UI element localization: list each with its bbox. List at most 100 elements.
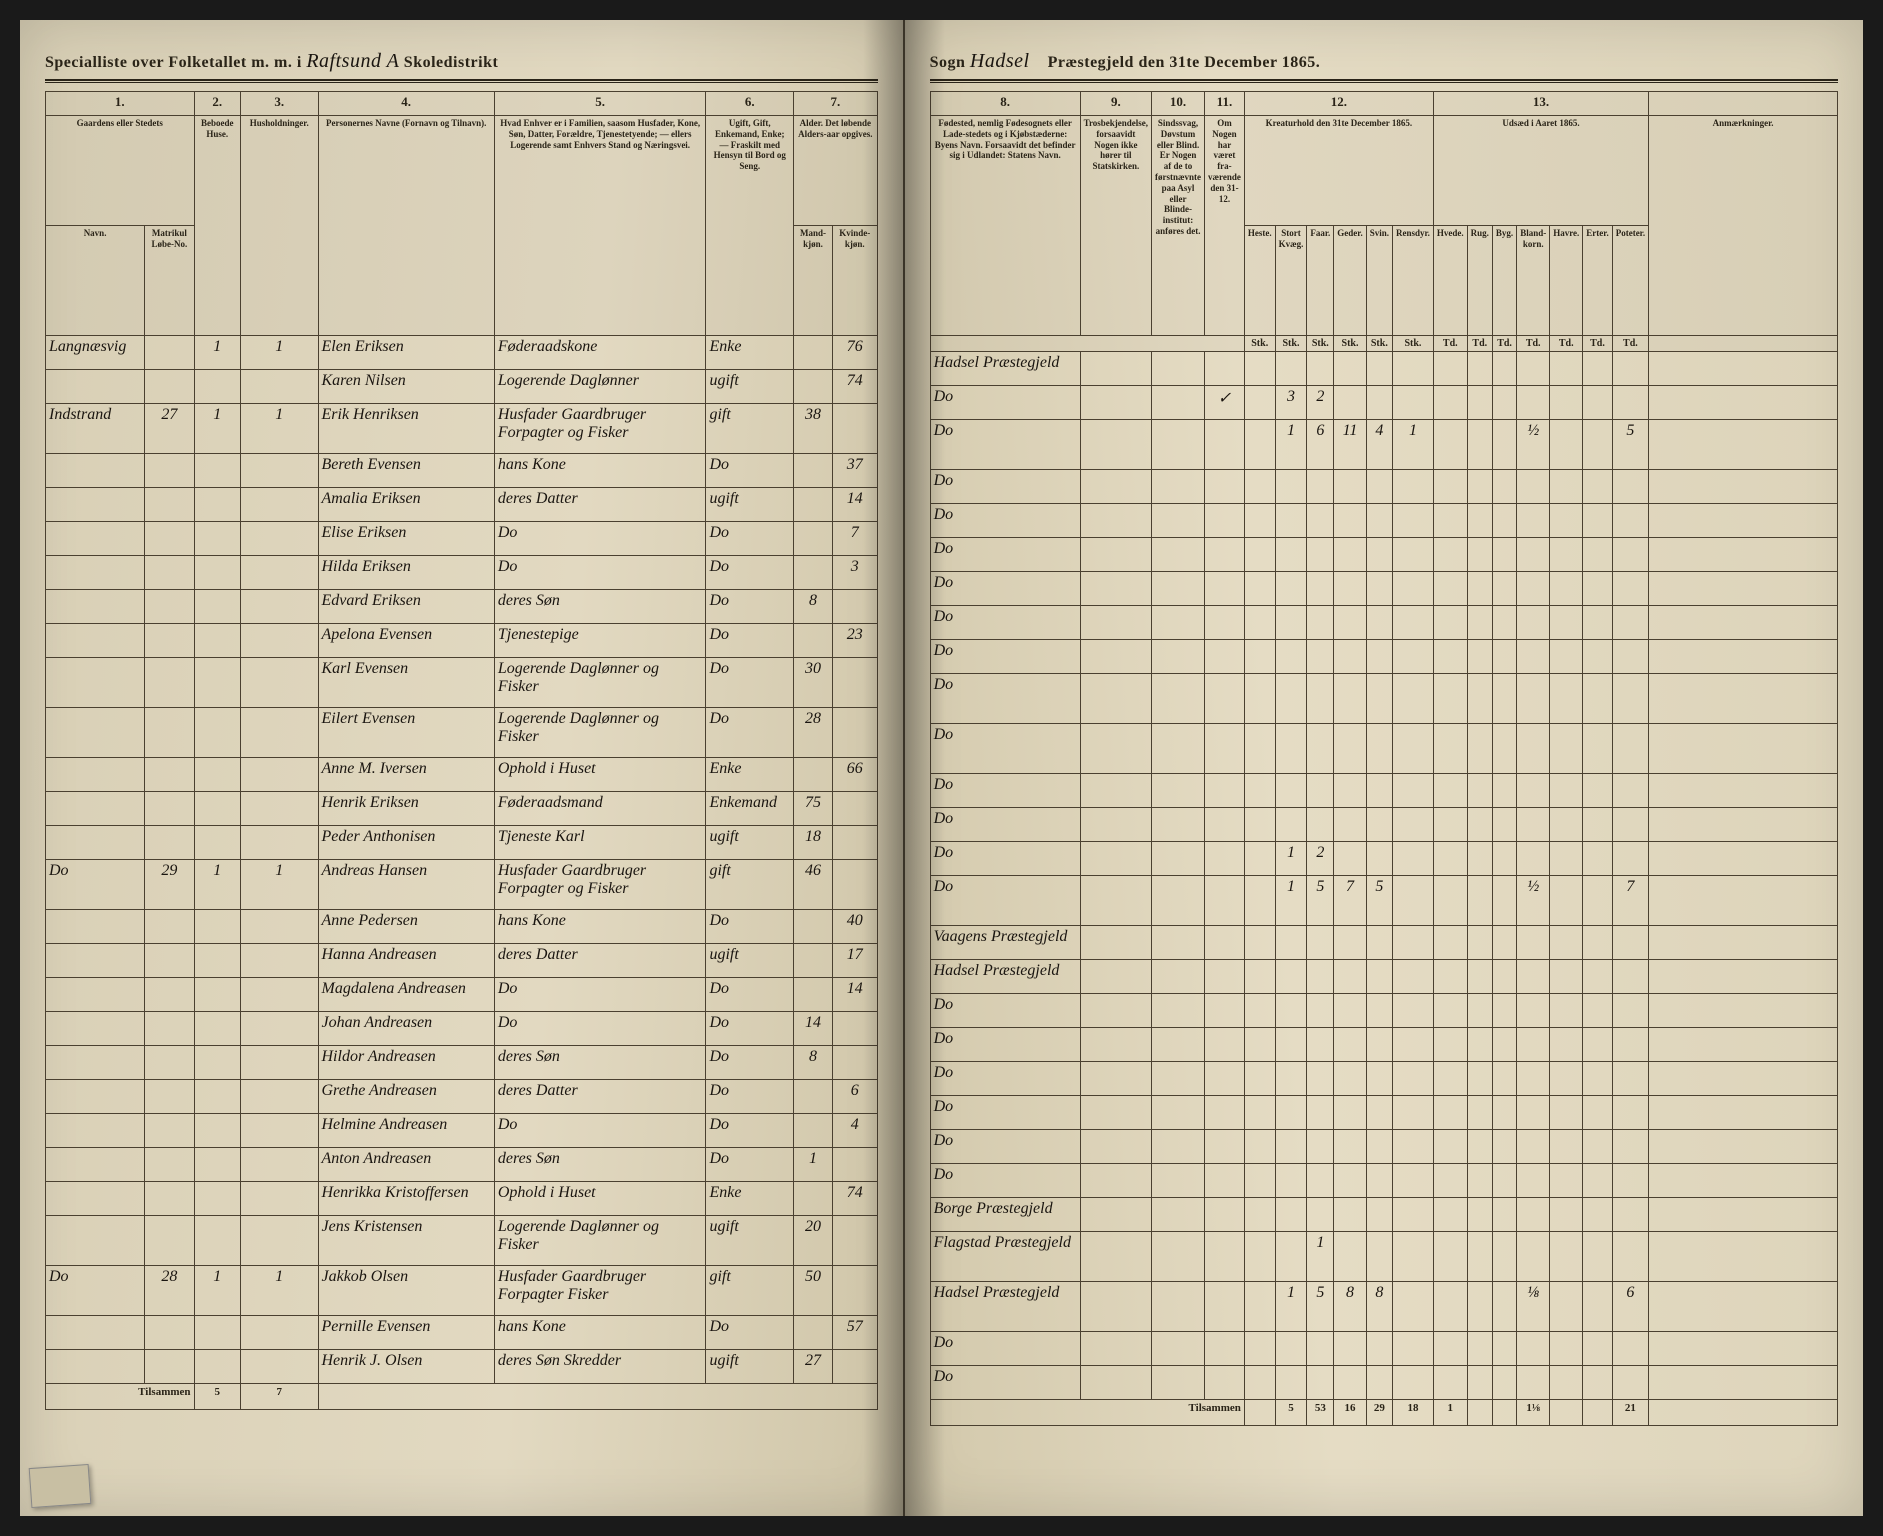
colh-hus: Beboede Huse. (194, 116, 240, 336)
cell-anm (1649, 606, 1838, 640)
cell-by (1492, 420, 1516, 470)
cell-hh (240, 1216, 318, 1266)
cell-birth: Do (930, 572, 1080, 606)
cell-ha (1550, 572, 1583, 606)
cell-stat: gift (706, 404, 794, 454)
cell-er (1583, 386, 1612, 420)
cell-stat: Enke (706, 758, 794, 792)
cell-hv (1433, 640, 1467, 674)
col-number-row: 1. 2. 3. 4. 5. 6. 7. (46, 92, 878, 116)
cell-c11 (1205, 808, 1245, 842)
cell-age_f: 74 (832, 1182, 877, 1216)
cell-ru (1467, 926, 1492, 960)
cell-ha (1550, 470, 1583, 504)
cell-age_f: 14 (832, 978, 877, 1012)
cell-rel: Ophold i Huset (494, 1182, 706, 1216)
table-row: Do (930, 538, 1837, 572)
cell-h (1244, 1232, 1275, 1282)
colh-age-m: Mand-kjøn. (794, 226, 833, 336)
cell-h (1244, 842, 1275, 876)
cell-c11 (1205, 1332, 1245, 1366)
cell-age_m (794, 624, 833, 658)
cell-hv (1433, 1062, 1467, 1096)
cell-hus (194, 1216, 240, 1266)
cell-birth: Hadsel Præstegjeld (930, 1282, 1080, 1332)
cell-stat: Do (706, 624, 794, 658)
cell-c11 (1205, 774, 1245, 808)
table-row: Pernille Evensenhans KoneDo57 (46, 1316, 878, 1350)
cell-g (1334, 1332, 1366, 1366)
cell-c9 (1080, 1130, 1151, 1164)
table-row: Henrikka KristoffersenOphold i HusetEnke… (46, 1182, 878, 1216)
cell-name: Elise Eriksen (318, 522, 494, 556)
cell-bl (1517, 1332, 1550, 1366)
cell-c9 (1080, 674, 1151, 724)
cell-ha (1550, 1062, 1583, 1096)
cell-place: Indstrand (46, 404, 145, 454)
coln-11: 11. (1205, 92, 1245, 116)
cell-bl (1517, 994, 1550, 1028)
cell-f (1307, 1062, 1334, 1096)
cell-place (46, 978, 145, 1012)
cell-ha (1550, 994, 1583, 1028)
cell-er (1583, 842, 1612, 876)
cell-s (1366, 926, 1392, 960)
cell-age_m: 8 (794, 1046, 833, 1080)
cell-c10 (1152, 876, 1205, 926)
table-row: Do (930, 1366, 1837, 1400)
cell-g (1334, 1164, 1366, 1198)
cell-rel: deres Datter (494, 488, 706, 522)
cell-ru (1467, 1130, 1492, 1164)
cell-c11 (1205, 504, 1245, 538)
cell-r (1392, 774, 1433, 808)
cell-mat (145, 590, 194, 624)
u5: Stk. (1366, 336, 1392, 352)
cell-po (1612, 1130, 1648, 1164)
cell-c11 (1205, 1130, 1245, 1164)
cell-s (1366, 774, 1392, 808)
cell-g (1334, 960, 1366, 994)
table-row: Helmine AndreasenDoDo4 (46, 1114, 878, 1148)
cell-name: Andreas Hansen (318, 860, 494, 910)
cell-s (1366, 504, 1392, 538)
foot-blank (318, 1384, 877, 1410)
cell-g (1334, 386, 1366, 420)
cell-rel: Do (494, 1114, 706, 1148)
cell-hus: 1 (194, 1266, 240, 1316)
cell-er (1583, 1282, 1612, 1332)
cell-hus (194, 1316, 240, 1350)
sogn-value: Hadsel (970, 50, 1030, 72)
cell-c9 (1080, 1282, 1151, 1332)
cell-hv (1433, 1130, 1467, 1164)
cell-anm (1649, 674, 1838, 724)
coln-10: 10. (1152, 92, 1205, 116)
cell-hv (1433, 352, 1467, 386)
cell-er (1583, 774, 1612, 808)
cell-f (1307, 606, 1334, 640)
foot-hus: 5 (194, 1384, 240, 1410)
cell-name: Henrik Eriksen (318, 792, 494, 826)
table-row: Anne Pedersenhans KoneDo40 (46, 910, 878, 944)
cell-age_f: 6 (832, 1080, 877, 1114)
cell-h (1244, 1096, 1275, 1130)
cell-birth: Do (930, 994, 1080, 1028)
cell-age_m (794, 1182, 833, 1216)
cell-hh (240, 1012, 318, 1046)
cell-birth: Do (930, 1028, 1080, 1062)
table-row: Do✓32 (930, 386, 1837, 420)
cell-ru (1467, 1366, 1492, 1400)
left-body: Langnæsvig11Elen EriksenFøderaadskoneEnk… (46, 336, 878, 1384)
cell-ru (1467, 1232, 1492, 1282)
cell-by (1492, 994, 1516, 1028)
cell-age_f (832, 590, 877, 624)
cell-age_f: 4 (832, 1114, 877, 1148)
cell-hh: 1 (240, 1266, 318, 1316)
cell-bl (1517, 1232, 1550, 1282)
cell-po (1612, 1366, 1648, 1400)
table-row: Do (930, 994, 1837, 1028)
cell-f (1307, 1096, 1334, 1130)
cell-by (1492, 1366, 1516, 1400)
ft-ha (1550, 1400, 1583, 1426)
ft-bl: 1⅛ (1517, 1400, 1550, 1426)
cell-mat (145, 522, 194, 556)
